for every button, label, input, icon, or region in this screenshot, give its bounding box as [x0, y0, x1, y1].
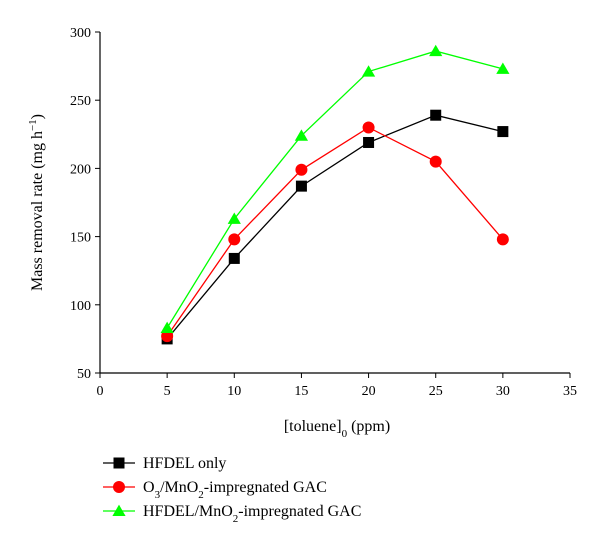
data-point — [160, 321, 174, 334]
x-tick-label: 20 — [362, 384, 376, 399]
data-point — [161, 330, 174, 343]
y-tick-label: 50 — [77, 367, 91, 382]
y-axis-title: Mass removal rate (mg h−1) — [27, 114, 46, 291]
series-layer — [160, 44, 510, 345]
legend-marker — [113, 457, 125, 469]
data-point — [429, 44, 443, 57]
series-0 — [161, 109, 509, 345]
x-axis-title: [toluene]0 (ppm) — [284, 418, 390, 440]
data-point — [227, 212, 241, 224]
y-tick-label: 100 — [70, 299, 91, 314]
series-2 — [160, 44, 510, 334]
data-point — [429, 155, 442, 168]
legend-label: HFDEL/MnO2-impregnated GAC — [143, 503, 361, 525]
x-tick-label: 5 — [164, 384, 171, 399]
data-point — [430, 109, 442, 121]
data-point — [496, 62, 510, 74]
data-point — [295, 180, 307, 192]
y-tick-label: 150 — [70, 231, 91, 246]
data-point — [228, 233, 241, 246]
y-tick-label: 300 — [70, 26, 91, 41]
data-point — [228, 252, 240, 264]
data-point — [361, 65, 376, 77]
series-line — [166, 126, 504, 337]
x-tick-label: 0 — [97, 384, 104, 399]
x-tick-label: 15 — [294, 384, 308, 399]
data-point — [496, 233, 509, 246]
series-line — [166, 50, 504, 329]
axes: 0 5 10 15 20 25 30 35 50 100 150 200 250 300 [toluene]… — [27, 26, 577, 440]
legend-item-2: HFDEL/MnO2-impregnated GAC — [103, 503, 361, 525]
x-tick-label: 10 — [227, 384, 241, 399]
data-point — [295, 163, 308, 176]
series-line — [166, 114, 504, 340]
x-tick-label: 25 — [429, 384, 443, 399]
data-point — [497, 126, 509, 138]
legend-marker — [113, 481, 125, 493]
legend-item-1: O3/MnO2-impregnated GAC — [103, 479, 327, 501]
legend-label: O3/MnO2-impregnated GAC — [143, 479, 327, 501]
legend-item-0: HFDEL only — [103, 455, 226, 472]
legend-label: HFDEL only — [143, 455, 226, 472]
data-point — [294, 129, 309, 141]
legend-marker — [112, 504, 126, 517]
legend: HFDEL only O3/MnO2-impregnated GACHFDEL/M… — [103, 455, 361, 525]
series-1 — [161, 121, 509, 343]
y-tick-label: 250 — [70, 94, 91, 109]
x-tick-label: 35 — [563, 384, 577, 399]
data-point — [362, 121, 375, 134]
y-tick-label: 200 — [70, 162, 91, 177]
x-tick-label: 30 — [496, 384, 510, 399]
data-point — [363, 136, 375, 148]
